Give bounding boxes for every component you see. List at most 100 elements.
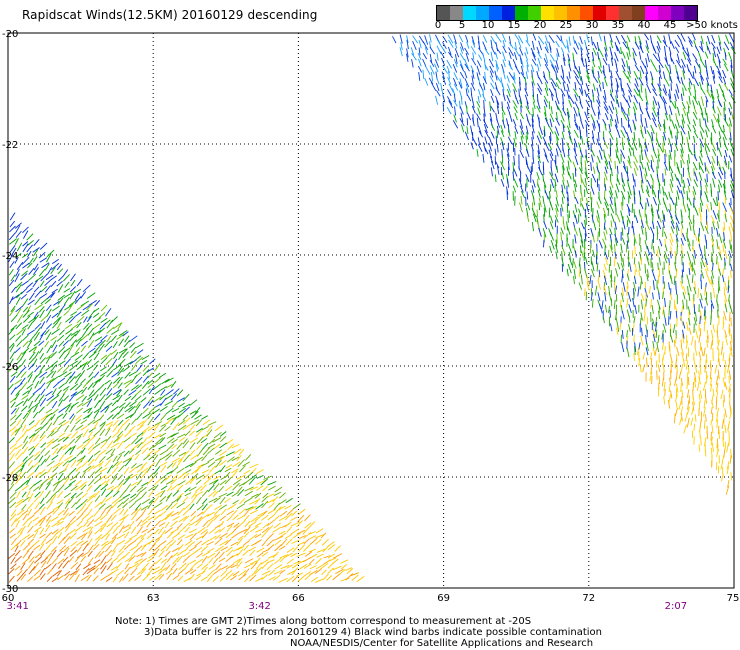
- wind-barb: [76, 513, 84, 521]
- wind-barb: [10, 509, 17, 517]
- wind-barb: [225, 531, 234, 538]
- wind-barb: [591, 59, 596, 68]
- wind-barb: [147, 472, 155, 479]
- wind-barb: [184, 568, 194, 575]
- wind-barb: [58, 432, 66, 438]
- wind-barb: [610, 213, 615, 223]
- wind-barb: [675, 268, 678, 278]
- wind-barb: [716, 239, 719, 250]
- wind-barb: [69, 570, 78, 576]
- wind-barb: [182, 393, 190, 402]
- wind-barb: [248, 546, 256, 552]
- wind-barb: [118, 450, 126, 456]
- wind-barb: [57, 472, 64, 481]
- wind-barb: [148, 543, 156, 552]
- wind-barb: [537, 150, 541, 159]
- wind-barb: [202, 473, 210, 480]
- wind-barb: [688, 148, 693, 156]
- wind-barb: [64, 573, 71, 581]
- wind-barb: [727, 280, 730, 290]
- wind-barb: [464, 131, 469, 141]
- wind-barb: [32, 358, 38, 367]
- wind-barb: [29, 435, 35, 444]
- wind-barb: [543, 239, 545, 248]
- wind-barb: [711, 269, 714, 279]
- wind-barb: [476, 65, 481, 76]
- wind-barb: [100, 354, 108, 360]
- wind-barb: [224, 476, 232, 485]
- wind-barb: [8, 471, 14, 481]
- wind-barb: [675, 89, 680, 99]
- wind-barb: [62, 560, 70, 569]
- wind-barb: [710, 431, 712, 441]
- wind-barb: [148, 406, 157, 414]
- wind-barb: [158, 372, 167, 379]
- wind-barb: [165, 417, 174, 425]
- wind-barb: [555, 60, 559, 70]
- wind-barb: [64, 472, 72, 481]
- wind-barb: [428, 77, 434, 85]
- wind-barb: [495, 51, 498, 60]
- wind-barb: [681, 269, 684, 278]
- wind-barb: [687, 376, 690, 386]
- wind-barb: [116, 433, 124, 442]
- wind-barb: [14, 501, 23, 508]
- y-tick-label: -22: [2, 140, 18, 151]
- wind-barb: [597, 132, 600, 142]
- wind-barb: [633, 131, 636, 141]
- wind-barb: [292, 546, 299, 553]
- wind-barb: [729, 304, 733, 315]
- wind-barb: [615, 149, 618, 159]
- wind-barb: [538, 40, 543, 51]
- wind-barb: [136, 412, 143, 421]
- wind-barb: [122, 551, 131, 559]
- wind-barb: [125, 414, 134, 420]
- wind-barb: [202, 551, 210, 557]
- wind-barb: [161, 378, 170, 385]
- wind-barb: [544, 53, 549, 64]
- wind-barb: [76, 402, 84, 408]
- wind-barb: [694, 249, 696, 259]
- wind-barb: [63, 296, 70, 305]
- wind-barb: [525, 105, 531, 115]
- wind-barb: [620, 252, 623, 262]
- wind-barb: [189, 532, 198, 541]
- wind-barb: [296, 519, 304, 528]
- wind-barb: [9, 260, 15, 269]
- wind-barb: [194, 407, 201, 414]
- wind-barb: [602, 57, 608, 66]
- wind-barb: [81, 441, 90, 450]
- wind-barb: [39, 257, 48, 263]
- wind-barb: [628, 323, 631, 332]
- wind-barb: [165, 544, 172, 552]
- wind-barb: [158, 550, 165, 558]
- wind-barb: [472, 100, 475, 109]
- wind-barb: [70, 424, 76, 433]
- wind-barb: [500, 77, 504, 88]
- wind-barb: [598, 269, 601, 278]
- wind-barb: [512, 100, 518, 109]
- wind-barb: [465, 88, 468, 96]
- wind-barb: [34, 419, 41, 427]
- wind-barb: [244, 575, 251, 583]
- wind-barb: [662, 143, 664, 152]
- wind-barb: [652, 100, 655, 110]
- wind-barb: [514, 95, 519, 105]
- wind-barb: [592, 83, 596, 92]
- wind-barb: [99, 480, 107, 487]
- wind-barb: [68, 556, 74, 563]
- wind-barb: [560, 153, 565, 163]
- wind-barb: [15, 268, 20, 277]
- wind-barb: [112, 395, 121, 401]
- wind-barb: [320, 532, 327, 539]
- wind-barb: [482, 52, 486, 62]
- wind-barb: [619, 299, 622, 308]
- wind-barb: [40, 285, 48, 293]
- wind-barb: [676, 76, 681, 84]
- wind-barb: [237, 488, 245, 497]
- wind-barb: [32, 387, 41, 395]
- wind-barb: [621, 274, 624, 283]
- wind-barb: [117, 406, 124, 415]
- wind-barb: [586, 75, 591, 84]
- wind-barb: [579, 87, 584, 96]
